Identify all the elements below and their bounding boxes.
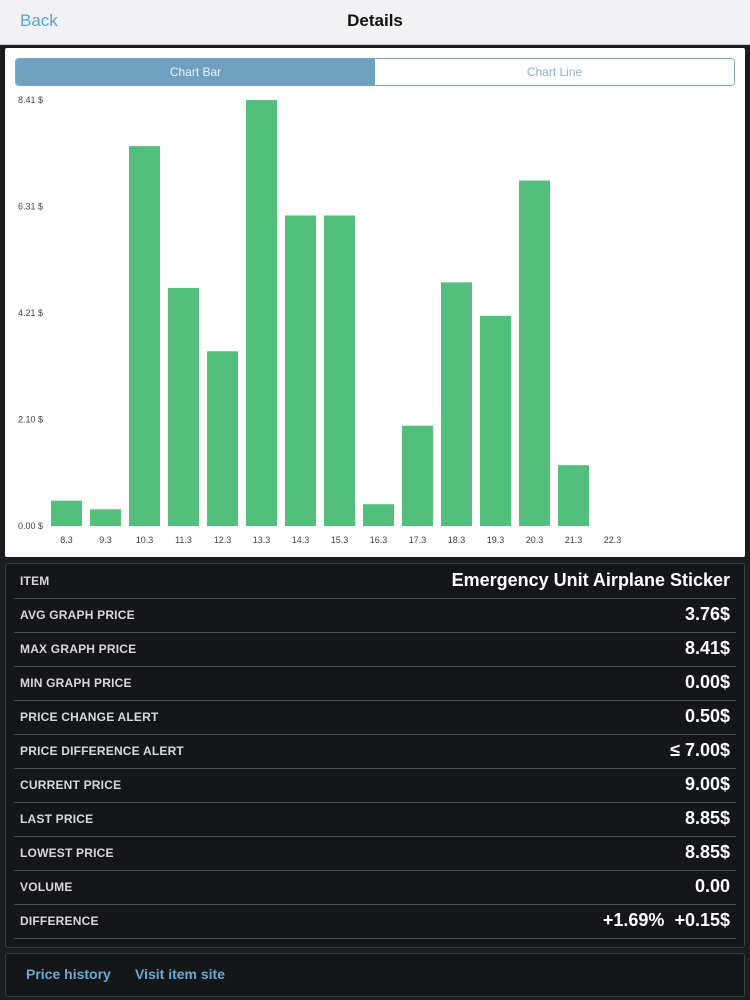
avg-graph-price-value: 3.76$ — [684, 604, 730, 624]
price-difference-alert-label: PRICE DIFFERENCE ALERT — [20, 744, 184, 758]
navigation-bar: Back Details — [0, 0, 750, 45]
difference-label: DIFFERENCE — [20, 914, 99, 928]
visit-item-site-link[interactable]: Visit item site — [135, 966, 226, 982]
difference-value: +1.69% +0.15$ — [602, 910, 730, 930]
min-graph-price-label: MIN GRAPH PRICE — [20, 676, 132, 690]
row-difference: DIFFERENCE +1.69% +0.15$ — [14, 904, 736, 939]
volume-value: 0.00 — [694, 876, 730, 896]
current-price-label: CURRENT PRICE — [20, 778, 122, 792]
x-tick-label: 19.3 — [487, 535, 505, 545]
row-price-change-alert: PRICE CHANGE ALERT 0.50$ — [14, 700, 736, 735]
last-price-label: LAST PRICE — [20, 812, 94, 826]
price-change-alert-value: 0.50$ — [684, 706, 730, 726]
y-tick-label: 0.00 $ — [18, 521, 43, 531]
x-tick-label: 20.3 — [526, 535, 544, 545]
x-tick-label: 11.3 — [175, 535, 192, 545]
row-max-graph-price: MAX GRAPH PRICE 8.41$ — [14, 632, 736, 667]
bar-18.3 — [441, 282, 472, 526]
lowest-price-label: LOWEST PRICE — [20, 846, 114, 860]
bar-10.3 — [129, 146, 160, 526]
y-tick-label: 4.21 $ — [18, 308, 43, 318]
bar-20.3 — [519, 180, 550, 526]
row-volume: VOLUME 0.00 — [14, 870, 736, 905]
bar-11.3 — [168, 287, 199, 526]
x-tick-label: 16.3 — [370, 535, 388, 545]
bar-12.3 — [207, 351, 238, 526]
tab-chart-line[interactable]: Chart Line — [375, 59, 734, 85]
y-tick-label: 8.41 $ — [18, 95, 43, 105]
x-tick-label: 13.3 — [253, 535, 271, 545]
row-last-price: LAST PRICE 8.85$ — [14, 802, 736, 837]
price-change-alert-label: PRICE CHANGE ALERT — [20, 710, 159, 724]
current-price-value: 9.00$ — [684, 774, 730, 794]
x-tick-label: 8.3 — [60, 535, 73, 545]
x-tick-label: 14.3 — [292, 535, 310, 545]
y-tick-label: 2.10 $ — [18, 415, 43, 425]
row-item: ITEM Emergency Unit Airplane Sticker — [14, 564, 736, 599]
x-tick-label: 9.3 — [99, 535, 112, 545]
bar-chart: 0.00 $ 2.10 $ 4.21 $ 6.31 $ 8.41 $ 8.3 9.3 10.3… — [18, 95, 622, 545]
min-graph-price-value: 0.00$ — [684, 672, 730, 692]
price-difference-alert-value: ≤ 7.00$ — [670, 740, 730, 760]
bar-17.3 — [402, 425, 433, 526]
chart-type-switch: Chart Bar Chart Line — [15, 58, 735, 86]
max-graph-price-label: MAX GRAPH PRICE — [20, 642, 137, 656]
x-tick-label: 12.3 — [214, 535, 232, 545]
x-tick-label: 10.3 — [136, 535, 154, 545]
back-button[interactable]: Back — [20, 11, 58, 30]
lowest-price-value: 8.85$ — [684, 842, 730, 862]
bar-14.3 — [285, 215, 316, 526]
item-label: ITEM — [20, 574, 50, 588]
avg-graph-price-label: AVG GRAPH PRICE — [20, 608, 135, 622]
footer-toolbar: Price history Visit item site — [5, 953, 745, 997]
item-name-value: Emergency Unit Airplane Sticker — [451, 570, 730, 590]
price-history-link[interactable]: Price history — [26, 966, 111, 982]
bar-19.3 — [480, 315, 511, 526]
tab-chart-bar[interactable]: Chart Bar — [16, 59, 375, 85]
row-avg-graph-price: AVG GRAPH PRICE 3.76$ — [14, 598, 736, 633]
x-tick-label: 21.3 — [565, 535, 583, 545]
last-price-value: 8.85$ — [684, 808, 730, 828]
bar-9.3 — [90, 509, 121, 526]
page-title: Details — [347, 11, 403, 30]
row-lowest-price: LOWEST PRICE 8.85$ — [14, 836, 736, 871]
bar-21.3 — [558, 465, 589, 526]
chart-panel: 0.00 $ 2.10 $ 4.21 $ 6.31 $ 8.41 $ 8.3 9.3 10.3… — [5, 48, 745, 557]
y-tick-label: 6.31 $ — [18, 202, 43, 212]
x-tick-label: 17.3 — [409, 535, 427, 545]
x-tick-label: 15.3 — [331, 535, 349, 545]
max-graph-price-value: 8.41$ — [684, 638, 730, 658]
row-current-price: CURRENT PRICE 9.00$ — [14, 768, 736, 803]
bar-13.3 — [246, 100, 277, 526]
bar-15.3 — [324, 215, 355, 526]
x-tick-label: 22.3 — [604, 535, 622, 545]
row-min-graph-price: MIN GRAPH PRICE 0.00$ — [14, 666, 736, 701]
row-price-difference-alert: PRICE DIFFERENCE ALERT ≤ 7.00$ — [14, 734, 736, 769]
item-details-table: ITEM Emergency Unit Airplane Sticker AVG… — [5, 563, 745, 948]
bar-16.3 — [363, 504, 394, 526]
bar-8.3 — [51, 500, 82, 526]
volume-label: VOLUME — [20, 880, 73, 894]
x-tick-label: 18.3 — [448, 535, 466, 545]
